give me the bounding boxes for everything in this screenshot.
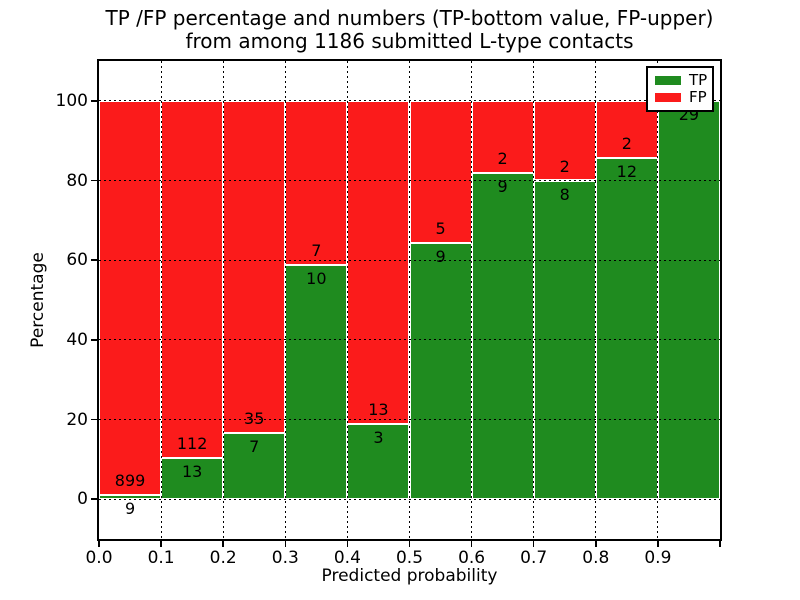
y-tick-label: 0 xyxy=(77,489,88,510)
y-tick xyxy=(91,259,97,261)
y-tick-label: 100 xyxy=(55,90,88,111)
bar-segment-fp xyxy=(409,100,472,244)
fp-color-swatch xyxy=(655,93,681,102)
bar-segment-tp xyxy=(471,173,534,500)
x-tick xyxy=(719,541,721,547)
x-tick-label: 0.2 xyxy=(209,548,237,568)
bar-segment-fp xyxy=(223,100,286,433)
bar-segment-fp xyxy=(99,100,162,496)
bar-label-fp: 13 xyxy=(368,400,389,420)
bar-segment-fp xyxy=(347,100,410,425)
gridline-vertical xyxy=(160,61,162,539)
bar-segment-tp xyxy=(347,424,410,500)
legend-label-fp: FP xyxy=(689,88,707,106)
legend-item-tp: TP xyxy=(655,71,708,89)
x-tick xyxy=(160,541,162,547)
bar-label-fp: 2 xyxy=(559,156,570,176)
bar-label-tp: 8 xyxy=(559,184,570,204)
bar-label-tp: 9 xyxy=(497,177,508,197)
x-tick-label: 0.9 xyxy=(644,548,672,568)
x-tick-label: 0.6 xyxy=(458,548,486,568)
x-tick xyxy=(532,541,535,547)
bar-label-fp: 2 xyxy=(497,149,508,169)
gridline-vertical xyxy=(409,61,410,539)
gridline-vertical xyxy=(222,61,224,539)
chart-title: TP /FP percentage and numbers (TP-bottom… xyxy=(99,7,720,53)
bar-segment-tp xyxy=(161,457,224,500)
x-tick-label: 0.5 xyxy=(395,548,424,568)
bar-segment-tp xyxy=(657,100,720,500)
bar-segment-fp xyxy=(471,100,534,174)
bar-label-tp: 7 xyxy=(249,436,260,456)
y-tick-label: 60 xyxy=(66,250,88,271)
bar-segment-fp xyxy=(161,100,224,458)
gridline-vertical xyxy=(595,61,597,539)
bar-label-tp: 9 xyxy=(124,499,136,519)
x-tick xyxy=(595,541,597,547)
x-tick xyxy=(657,541,659,547)
bar-label-tp: 9 xyxy=(435,247,446,267)
tp-color-swatch xyxy=(655,76,681,85)
y-tick-label: 20 xyxy=(66,409,88,430)
x-axis-label: Predicted probability xyxy=(321,566,498,586)
x-tick-label: 0.0 xyxy=(85,548,113,568)
y-tick xyxy=(91,179,97,182)
bar-label-tp: 10 xyxy=(306,268,327,288)
gridline-vertical xyxy=(657,61,659,539)
x-tick xyxy=(470,541,473,547)
legend-item-fp: FP xyxy=(655,88,707,106)
x-tick xyxy=(408,541,411,547)
bar-label-fp: 7 xyxy=(311,240,322,260)
legend-label-tp: TP xyxy=(689,71,708,89)
x-tick xyxy=(346,541,349,547)
bar-segment-fp xyxy=(533,100,596,181)
y-tick xyxy=(91,339,97,341)
x-tick xyxy=(222,541,224,547)
bar-segment-tp xyxy=(223,432,286,500)
y-tick xyxy=(91,418,97,421)
legend: TP FP xyxy=(646,66,714,112)
x-tick-label: 0.3 xyxy=(271,548,299,568)
x-tick-label: 0.7 xyxy=(520,548,548,568)
bar-segment-tp xyxy=(409,243,472,500)
y-tick xyxy=(91,100,97,102)
x-tick xyxy=(98,541,100,547)
y-tick xyxy=(91,498,97,500)
y-tick-label: 40 xyxy=(66,329,88,350)
y-tick-label: 80 xyxy=(66,170,88,191)
gridline-vertical xyxy=(346,61,348,539)
bar-label-tp: 3 xyxy=(373,428,384,448)
bar-label-fp: 899 xyxy=(114,471,146,491)
bar-label-tp: 13 xyxy=(181,461,203,481)
bar-segment-tp xyxy=(285,264,348,500)
bar-label-fp: 2 xyxy=(621,133,632,153)
x-tick xyxy=(284,541,287,547)
bar-label-fp: 35 xyxy=(244,408,265,428)
chart-title-line2: from among 1186 submitted L-type contact… xyxy=(185,29,634,53)
x-tick-label: 0.4 xyxy=(333,548,361,568)
chart-title-line1: TP /FP percentage and numbers (TP-bottom… xyxy=(105,6,714,30)
x-tick-label: 0.8 xyxy=(582,548,610,568)
bar-label-fp: 112 xyxy=(176,433,208,453)
gridline-vertical xyxy=(533,61,535,539)
plot-area: 899 9 112 13 35 7 7 10 13 3 5 9 2 9 2 8 2 12 29 xyxy=(97,59,722,541)
gridline-vertical xyxy=(471,61,473,539)
gridline-vertical xyxy=(284,61,286,539)
x-tick-label: 0.1 xyxy=(147,548,175,568)
bar-segment-tp xyxy=(595,157,658,500)
bar-label-fp: 5 xyxy=(435,219,446,239)
bar-label-tp: 12 xyxy=(616,161,638,181)
bar-segment-fp xyxy=(285,100,348,265)
